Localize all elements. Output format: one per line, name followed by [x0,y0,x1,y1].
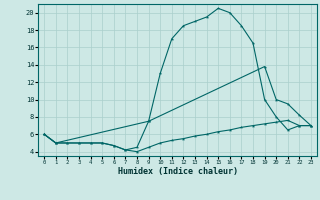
X-axis label: Humidex (Indice chaleur): Humidex (Indice chaleur) [118,167,238,176]
